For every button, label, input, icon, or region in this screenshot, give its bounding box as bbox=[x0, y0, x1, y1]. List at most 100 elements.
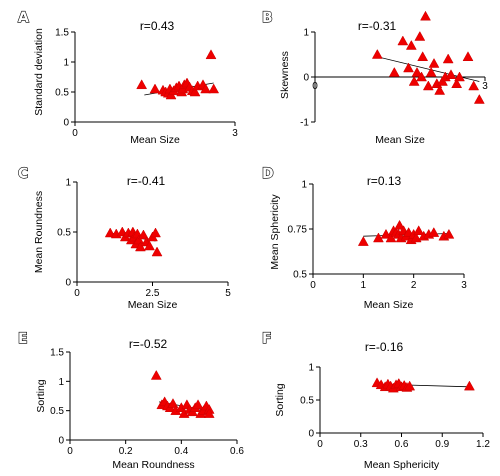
panel-d-data-point bbox=[373, 232, 384, 243]
panel-d-x-tick-label: 3 bbox=[461, 280, 467, 291]
panel-e-r-annotation: r=-0.52 bbox=[129, 337, 168, 351]
panel-c-data-point bbox=[104, 227, 116, 238]
panel-a-letter: A bbox=[18, 10, 29, 26]
panel-c-x-tick-label: 0 bbox=[74, 288, 80, 299]
panel-d-data-point bbox=[380, 228, 392, 239]
panel-a-data-point bbox=[189, 86, 201, 97]
panel-d-r-annotation: r=0.13 bbox=[367, 174, 402, 188]
panel-f-data-point bbox=[463, 380, 475, 391]
panel-b-data-point bbox=[425, 66, 437, 77]
panel-f-data-point bbox=[404, 380, 416, 391]
panel-e-y-tick-label: 0.5 bbox=[50, 406, 64, 417]
panel-c-y-axis-label: Mean Roundness bbox=[33, 191, 45, 273]
panel-e-x-tick-label: 0.4 bbox=[174, 446, 188, 457]
panel-e-data-point bbox=[167, 398, 179, 408]
panel-a-y-tick-label: 1 bbox=[63, 58, 69, 69]
panel-b-data-point bbox=[411, 66, 423, 77]
panel-f-x-tick-label: 0.6 bbox=[395, 439, 409, 450]
panel-b-data-point bbox=[422, 80, 434, 91]
panel-d-data-point bbox=[394, 219, 405, 230]
panel-d-x-tick-label: 2 bbox=[411, 280, 417, 291]
panel-c-x-tick-label: 2.5 bbox=[146, 288, 160, 299]
panel-e-y-tick-label: 1.5 bbox=[50, 348, 64, 359]
panel-d-data-point bbox=[410, 232, 422, 243]
panel-f-r-annotation: r=-0.16 bbox=[365, 340, 404, 354]
panel-b-letter: B bbox=[262, 10, 273, 26]
panel-b-data-point bbox=[371, 48, 383, 59]
panel-b-y-axis-label: Skewness bbox=[279, 51, 291, 99]
panel-d-x-tick-label: 0 bbox=[310, 280, 316, 291]
panel-b-data-point bbox=[420, 10, 431, 21]
panel-a-data-point bbox=[200, 83, 212, 94]
panel-d-y-tick-label: 1 bbox=[301, 180, 307, 191]
panel-c-y-tick-label: 0.5 bbox=[57, 228, 71, 239]
panel-c-data-point bbox=[133, 234, 145, 245]
panel-b-y-tick-label: 1 bbox=[303, 28, 309, 39]
panel-b-r-annotation: r=-0.31 bbox=[358, 19, 397, 33]
panel-b-y-tick-label: 0 bbox=[303, 73, 309, 84]
panel-b-y-tick-label: -1 bbox=[300, 118, 309, 129]
panel-b-data-point bbox=[428, 57, 440, 68]
panel-b-data-point bbox=[442, 53, 454, 64]
panel-a-data-point bbox=[149, 83, 161, 94]
panel-f-y-axis-label: Sorting bbox=[274, 383, 286, 416]
panel-e-data-point bbox=[192, 399, 204, 410]
panel-b-data-point bbox=[416, 71, 427, 82]
panel-b-data-point bbox=[397, 35, 409, 46]
panel-d-data-point bbox=[413, 225, 425, 236]
panel-d-x-tick-label: 1 bbox=[361, 280, 367, 291]
panel-e-y-axis-label: Sorting bbox=[35, 379, 47, 412]
panel-d-y-tick-label: 0.75 bbox=[288, 225, 308, 236]
panel-f-y-tick-label: 1 bbox=[308, 363, 314, 374]
panel-c-x-tick-label: 5 bbox=[225, 288, 231, 299]
panel-e-x-tick-label: 0.6 bbox=[230, 446, 244, 457]
panel-a-data-point bbox=[136, 79, 148, 90]
panel-c-data-point bbox=[150, 227, 161, 238]
panel-d-data-point bbox=[385, 232, 397, 243]
panel-c-y-tick-label: 0 bbox=[65, 278, 71, 289]
panel-c-data-point bbox=[151, 246, 163, 257]
panel-e-y-tick-label: 0 bbox=[58, 436, 64, 447]
panel-f-x-axis-label: Mean Sphericity bbox=[364, 459, 440, 471]
panel-b-data-point bbox=[445, 69, 457, 79]
panel-a-data-point bbox=[208, 83, 220, 94]
panel-a-x-tick-label: 0 bbox=[72, 128, 78, 139]
panel-b-data-point bbox=[434, 84, 446, 95]
panel-f-y-tick-label: 0.5 bbox=[300, 396, 314, 407]
panel-d-data-point bbox=[428, 227, 440, 237]
panel-f-x-tick-label: 1.2 bbox=[476, 439, 490, 450]
panel-c-data-point bbox=[138, 229, 149, 240]
panel-b-data-point bbox=[403, 62, 414, 73]
panel-b-data-point bbox=[454, 71, 465, 82]
panel-a-y-tick-label: 0.5 bbox=[55, 88, 69, 99]
panel-b-data-point bbox=[388, 66, 400, 77]
panel-e-data-point bbox=[150, 369, 162, 380]
panel-d-x-axis-label: Mean Size bbox=[364, 299, 414, 311]
panel-c-data-point bbox=[144, 240, 155, 251]
panel-b-data-point bbox=[451, 78, 463, 88]
panel-d-y-axis-label: Mean Sphericity bbox=[269, 194, 281, 270]
panel-e-letter: E bbox=[18, 331, 28, 347]
panel-d-letter: D bbox=[262, 166, 274, 182]
panel-e-y-tick-label: 1 bbox=[58, 377, 64, 388]
panel-e-x-tick-label: 0 bbox=[67, 446, 73, 457]
panel-b-x-axis-label: Mean Size bbox=[375, 134, 425, 146]
panel-b-data-point bbox=[462, 51, 474, 61]
panel-d-y-tick-label: 0.5 bbox=[293, 270, 307, 281]
panel-b-x-tick-label: 0 bbox=[312, 81, 318, 92]
panel-b-data-point bbox=[405, 39, 417, 50]
panel-e-x-tick-label: 0.2 bbox=[119, 446, 133, 457]
panel-e-data-point bbox=[203, 408, 215, 418]
panel-d-data-point bbox=[357, 236, 369, 246]
panel-f-letter: F bbox=[262, 331, 272, 347]
panel-f-x-tick-label: 0.9 bbox=[435, 439, 449, 450]
panel-f-x-tick-label: 0 bbox=[317, 439, 323, 450]
panel-a-y-tick-label: 0 bbox=[63, 118, 69, 129]
panel-a-r-annotation: r=0.43 bbox=[140, 19, 175, 33]
panel-c-y-tick-label: 1 bbox=[65, 178, 71, 189]
panel-a-x-axis-label: Mean Size bbox=[130, 134, 180, 146]
panel-d-data-point bbox=[443, 228, 455, 239]
panel-c-x-axis-label: Mean Size bbox=[128, 299, 178, 311]
panel-b-x-tick-label: 3 bbox=[482, 81, 488, 92]
